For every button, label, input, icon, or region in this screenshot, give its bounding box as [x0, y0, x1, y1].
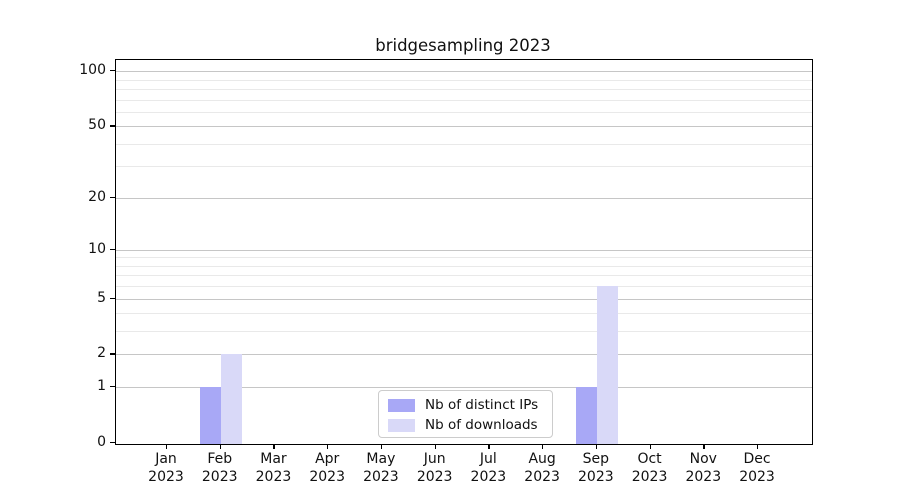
minor-gridline — [116, 257, 812, 259]
x-tick-label: Nov 2023 — [685, 451, 722, 485]
minor-gridline — [116, 275, 812, 277]
y-tick-label: 100 — [79, 62, 106, 79]
minor-gridline — [116, 286, 812, 288]
major-gridline — [116, 249, 812, 251]
legend-label-downloads: Nb of downloads — [425, 417, 538, 433]
x-tick-label: Jun 2023 — [416, 451, 453, 485]
legend: Nb of distinct IPs Nb of downloads — [378, 390, 553, 438]
major-gridline — [116, 197, 812, 199]
minor-gridline — [116, 143, 812, 145]
minor-gridline — [116, 331, 812, 333]
x-tick-mark — [434, 444, 436, 450]
plot-area — [115, 59, 813, 445]
y-tick-mark — [110, 248, 115, 251]
chart-title: bridgesampling 2023 — [375, 36, 551, 55]
legend-swatch-downloads — [388, 418, 415, 432]
x-tick-mark — [757, 444, 759, 450]
x-tick-label: Dec 2023 — [739, 451, 775, 485]
minor-gridline — [116, 88, 812, 90]
legend-label-distinct-ips: Nb of distinct IPs — [425, 397, 539, 413]
y-tick-label: 1 — [97, 378, 106, 395]
x-tick-mark — [488, 444, 490, 450]
x-tick-mark — [273, 444, 275, 450]
y-tick-label: 50 — [88, 117, 106, 134]
x-tick-label: May 2023 — [363, 451, 399, 485]
x-tick-mark — [219, 444, 222, 450]
x-tick-label: Oct 2023 — [631, 451, 668, 485]
y-tick-mark — [110, 353, 115, 355]
bar-distinct-ips-sep — [575, 387, 597, 444]
y-tick-label: 5 — [97, 289, 106, 306]
y-tick-mark — [110, 386, 115, 388]
x-tick-mark — [166, 444, 168, 450]
y-tick-mark — [110, 125, 115, 127]
major-gridline — [116, 126, 812, 128]
y-tick-mark — [110, 196, 115, 198]
x-tick-label: Apr 2023 — [309, 451, 345, 485]
minor-gridline — [116, 79, 812, 81]
x-tick-mark — [649, 444, 651, 450]
y-tick-label: 0 — [97, 434, 106, 450]
x-tick-label: Aug 2023 — [524, 451, 560, 485]
x-tick-mark — [595, 444, 598, 450]
x-tick-label: Jul 2023 — [470, 451, 507, 485]
legend-swatch-distinct-ips — [388, 398, 415, 412]
y-tick-mark — [110, 297, 115, 299]
bar-downloads-feb — [220, 354, 242, 444]
bar-downloads-sep — [596, 286, 618, 444]
major-gridline — [116, 71, 812, 73]
y-tick-label: 20 — [88, 188, 106, 205]
major-gridline — [116, 298, 812, 300]
x-tick-label: Sep 2023 — [578, 451, 614, 485]
x-tick-label: Feb 2023 — [201, 451, 238, 485]
minor-gridline — [116, 265, 812, 267]
major-gridline — [116, 354, 812, 356]
y-tick-label: 2 — [97, 345, 106, 362]
x-tick-label: Mar 2023 — [255, 451, 292, 485]
minor-gridline — [116, 313, 812, 315]
y-tick-mark — [110, 442, 115, 444]
minor-gridline — [116, 166, 812, 168]
y-tick-mark — [110, 70, 115, 72]
minor-gridline — [116, 99, 812, 101]
x-tick-label: Jan 2023 — [148, 451, 184, 485]
x-tick-mark — [327, 444, 329, 450]
legend-item-distinct-ips: Nb of distinct IPs — [388, 397, 543, 413]
x-tick-mark — [380, 444, 383, 450]
legend-item-downloads: Nb of downloads — [388, 417, 543, 433]
y-tick-label: 10 — [88, 240, 106, 257]
major-gridline — [116, 387, 812, 389]
x-tick-mark — [542, 444, 544, 450]
x-tick-mark — [703, 444, 705, 450]
bar-distinct-ips-feb — [199, 387, 221, 444]
minor-gridline — [116, 111, 812, 113]
